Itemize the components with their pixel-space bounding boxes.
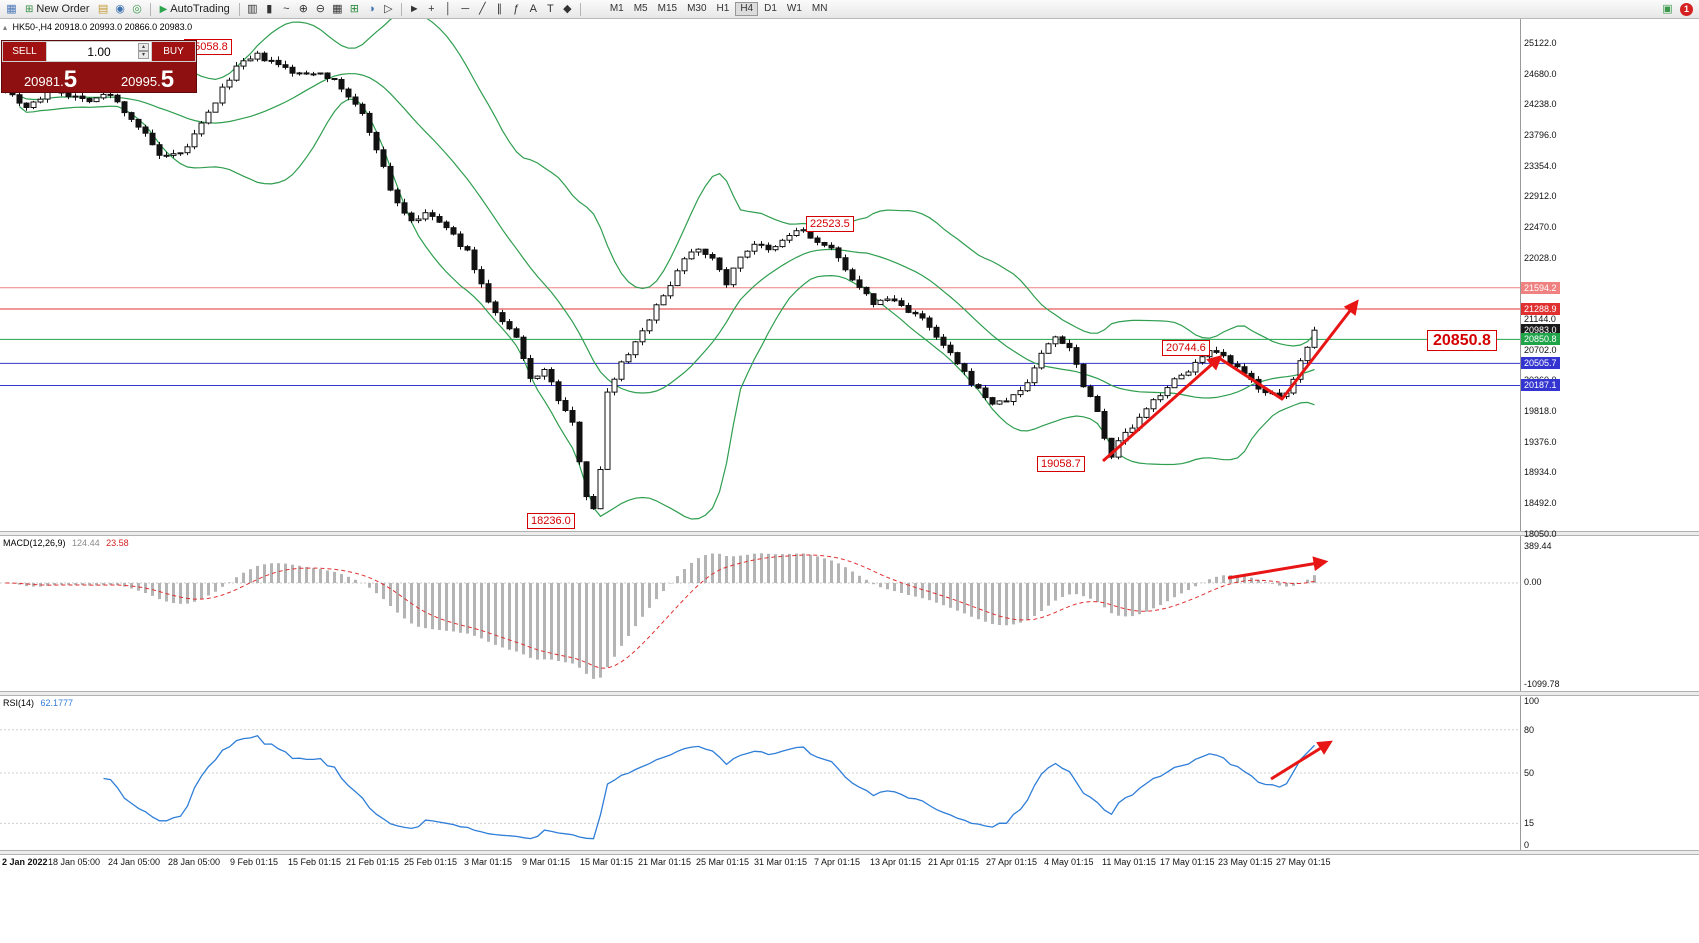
sell-price-big: 5 (63, 65, 78, 93)
text-label-icon[interactable]: T (546, 3, 554, 15)
volume-increase-button[interactable]: ▴ (138, 43, 149, 51)
new-order-label: New Order (36, 3, 90, 15)
trend-arrow (1270, 740, 1333, 781)
line-chart-icon[interactable]: ~ (283, 3, 290, 15)
rsi-value: 62.1777 (40, 698, 74, 708)
buy-price[interactable]: 20995. 5 (99, 62, 196, 92)
volume-decrease-button[interactable]: ▾ (138, 51, 149, 59)
toolbar-icons-right: ▣ (1659, 1, 1676, 17)
bollinger-lower-band (19, 98, 1315, 520)
trendline-icon[interactable]: ╱ (479, 3, 486, 15)
trend-arrow (1102, 355, 1223, 463)
bar-chart-icon[interactable]: ▥ (247, 3, 258, 15)
channel-icon[interactable]: ∥ (496, 3, 503, 15)
timeframe-m30[interactable]: M30 (687, 3, 707, 14)
toolbar: ▦ ⊞ New Order ▤ ◉ ◎ ▶ AutoTrading ▥ ▮ ~ ⊕ ⊖ ▦ ⊞ ◑… (0, 0, 1699, 19)
macd-name: MACD(12,26,9) (3, 538, 66, 548)
macd-signal-line (5, 554, 1315, 669)
candlestick-plot (2, 18, 1318, 520)
autotrading-play-icon: ▶ (159, 3, 168, 15)
pane-splitter[interactable] (0, 691, 1699, 696)
rsi-name: RSI(14) (3, 698, 35, 708)
indicators-add-icon[interactable]: ⊞ (349, 3, 359, 15)
scripts-icon[interactable]: ◎ (132, 3, 142, 15)
macd-signal-value: 23.58 (106, 538, 129, 548)
timeframe-w1[interactable]: W1 (786, 3, 802, 14)
buy-price-big: 5 (160, 65, 175, 93)
volume-spinner: ▴ ▾ (138, 43, 149, 59)
text-icon[interactable]: A (529, 3, 537, 15)
toolbar-separator (238, 2, 240, 16)
timeframe-m15[interactable]: M15 (657, 3, 678, 14)
expert-advisors-icon[interactable]: ▤ (97, 3, 109, 15)
cursor-icon[interactable]: ► (408, 3, 420, 15)
new-order-icon: ⊞ (25, 3, 34, 15)
toolbar-separator (149, 2, 151, 16)
rsi-plot (0, 729, 1520, 840)
timeframe-mn[interactable]: MN (811, 3, 828, 14)
timeframe-h1[interactable]: H1 (716, 3, 730, 14)
toolbar-icons-left: ▦ (3, 1, 20, 17)
chart-canvas[interactable] (0, 18, 1699, 943)
charts-icon[interactable]: ▦ (6, 3, 17, 15)
macd-main-value: 124.44 (72, 538, 100, 548)
tile-windows-icon[interactable]: ▦ (332, 3, 343, 15)
rsi-indicator-label: RSI(14) 62.1777 (3, 698, 73, 708)
one-click-collapse-icon[interactable]: ▴ (3, 23, 8, 32)
timeframe-buttons: M1 M5 M15 M30 H1 H4 D1 W1 MN (605, 2, 833, 16)
autotrading-button[interactable]: ▶ AutoTrading (155, 1, 235, 17)
timeframe-h4[interactable]: H4 (735, 2, 759, 16)
alerts-badge[interactable]: 1 (1680, 2, 1693, 16)
toolbar-icons-tools: ▥ ▮ ~ ⊕ ⊖ ▦ ⊞ ◑ ▷ (244, 1, 397, 17)
volume-value: 1.00 (87, 44, 111, 59)
toolbar-icons-mid: ▤ ◉ ◎ (95, 1, 146, 17)
macd-indicator-label: MACD(12,26,9) 124.44 23.58 (3, 538, 129, 548)
sell-price[interactable]: 20981. 5 (2, 62, 99, 92)
toolbar-separator (579, 2, 581, 16)
autotrading-label: AutoTrading (170, 3, 230, 15)
pane-splitter[interactable] (0, 850, 1699, 855)
trend-arrow (1227, 556, 1329, 580)
volume-field[interactable]: 1.00 ▴ ▾ (47, 41, 151, 62)
price-axis-separator (1520, 18, 1521, 855)
one-click-trading-panel: SELL 1.00 ▴ ▾ BUY 20981. 5 20995. 5 (1, 40, 197, 93)
timeframe-m5[interactable]: M5 (633, 3, 648, 14)
macd-plot (0, 553, 1520, 679)
chart-window-icon[interactable]: ▣ (1662, 3, 1673, 15)
zoom-out-icon[interactable]: ⊖ (315, 3, 325, 15)
chart-symbol-title: HK50-,H4 20918.0 20993.0 20866.0 20983.0 (12, 22, 193, 32)
chart-shift-icon[interactable]: ▷ (384, 3, 393, 15)
rsi-line (103, 734, 1315, 840)
timeframe-m1[interactable]: M1 (609, 3, 624, 14)
toolbar-separator (400, 2, 402, 16)
buy-button[interactable]: BUY (151, 41, 196, 62)
candlestick-chart-icon[interactable]: ▮ (266, 3, 273, 15)
vertical-line-icon[interactable]: │ (444, 3, 452, 15)
bollinger-middle-band (19, 73, 1315, 399)
bollinger-upper-band (19, 18, 1315, 347)
toolbar-right: ▣ 1 (1659, 1, 1699, 17)
pane-splitter[interactable] (0, 531, 1699, 536)
fibonacci-icon[interactable]: ƒ (513, 3, 520, 15)
new-order-button[interactable]: ⊞ New Order (20, 1, 95, 17)
toolbar-icons-draw: ► + │ ─ ╱ ∥ ƒ A T ◆ (406, 1, 576, 17)
crosshair-icon[interactable]: + (428, 3, 435, 15)
shapes-icon[interactable]: ◆ (563, 3, 572, 15)
chart-title-row: ▴ HK50-,H4 20918.0 20993.0 20866.0 20983… (3, 22, 192, 32)
templates-icon[interactable]: ◑ (367, 3, 375, 15)
timeframe-d1[interactable]: D1 (764, 3, 777, 14)
zoom-in-icon[interactable]: ⊕ (298, 3, 308, 15)
horizontal-line-icon[interactable]: ─ (461, 3, 470, 15)
trend-arrow (1218, 299, 1359, 401)
price-chart-svg (0, 18, 1520, 840)
buy-price-main: 20995. (120, 74, 161, 89)
sell-button[interactable]: SELL (2, 41, 47, 62)
sell-price-main: 20981. (23, 74, 64, 89)
indicator-list-icon[interactable]: ◉ (115, 3, 125, 15)
